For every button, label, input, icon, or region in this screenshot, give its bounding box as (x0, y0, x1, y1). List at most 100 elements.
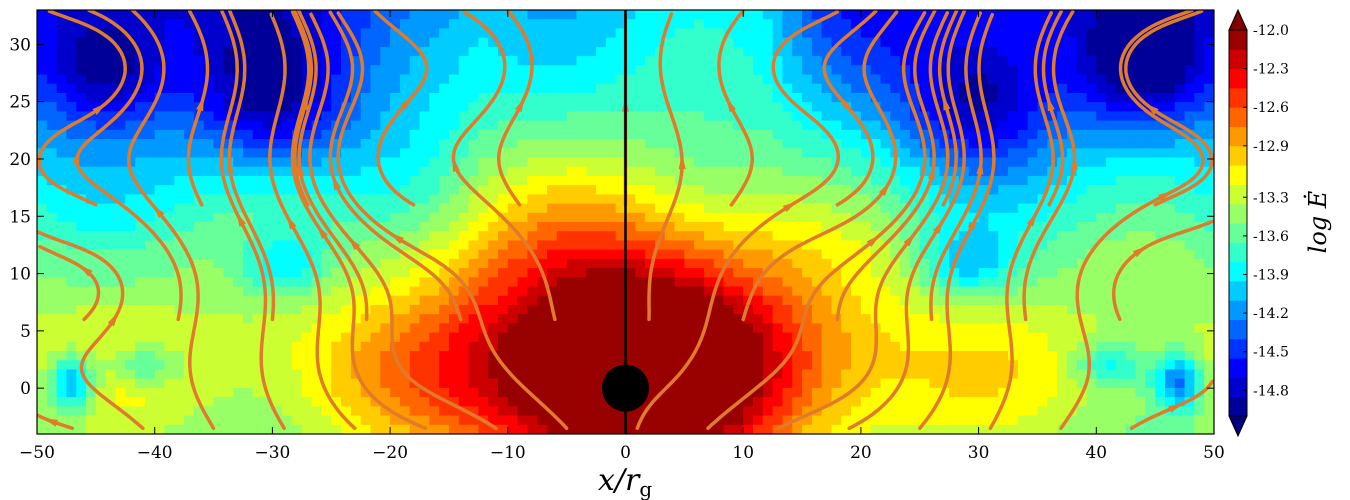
heatmap-cell (331, 83, 342, 94)
heatmap-cell (1086, 28, 1097, 39)
heatmap-cell (1164, 249, 1176, 260)
heatmap-cell (1115, 258, 1127, 269)
heatmap-cell (1135, 74, 1146, 85)
heatmap-cell (958, 231, 970, 242)
heatmap-cell (625, 185, 636, 195)
heatmap-cell (841, 92, 852, 103)
heatmap-cell (753, 323, 764, 334)
heatmap-cell (654, 314, 666, 324)
heatmap-cell (213, 249, 224, 260)
heatmap-cell (1096, 277, 1107, 288)
heatmap-cell (1037, 83, 1048, 94)
heatmap-cell (95, 222, 107, 232)
heatmap-cell (213, 139, 224, 149)
heatmap-cell (419, 139, 430, 149)
heatmap-cell (292, 360, 303, 371)
heatmap-cell (350, 111, 362, 122)
heatmap-cell (880, 341, 891, 352)
heatmap-cell (1008, 240, 1019, 251)
heatmap-cell (880, 295, 891, 306)
heatmap-cell (1106, 249, 1117, 260)
heatmap-cell (331, 46, 342, 57)
heatmap-cell (998, 65, 1009, 76)
heatmap-cell (184, 277, 195, 288)
heatmap-cell (478, 286, 489, 297)
heatmap-cell (880, 56, 891, 66)
heatmap-cell (978, 175, 990, 186)
heatmap-cell (1194, 37, 1205, 48)
heatmap-cell (1066, 28, 1078, 39)
heatmap-cell (252, 120, 264, 131)
heatmap-cell (625, 120, 636, 131)
heatmap-cell (674, 46, 685, 57)
heatmap-cell (870, 148, 882, 159)
heatmap-cell (703, 231, 715, 242)
heatmap-cell (1125, 360, 1137, 371)
heatmap-cell (203, 360, 215, 371)
heatmap-cell (576, 166, 587, 177)
heatmap-cell (174, 378, 185, 389)
heatmap-cell (370, 185, 381, 195)
heatmap-cell (242, 194, 254, 205)
heatmap-cell (625, 37, 636, 48)
heatmap-cell (1155, 332, 1166, 343)
heatmap-cell (409, 203, 421, 214)
heatmap-cell (37, 295, 48, 306)
heatmap-cell (399, 166, 411, 177)
heatmap-cell (1017, 157, 1029, 168)
heatmap-cell (841, 148, 852, 159)
heatmap-cell (958, 277, 970, 288)
heatmap-cell (439, 74, 450, 85)
heatmap-cell (1194, 157, 1205, 168)
heatmap-cell (703, 341, 715, 352)
heatmap-cell (341, 286, 352, 297)
heatmap-cell (468, 212, 479, 223)
heatmap-cell (1204, 332, 1214, 343)
heatmap-cell (331, 129, 342, 140)
heatmap-cell (262, 46, 273, 57)
heatmap-cell (1145, 111, 1156, 122)
heatmap-cell (674, 37, 685, 48)
heatmap-cell (547, 323, 558, 334)
heatmap-cell (360, 194, 372, 205)
heatmap-cell (76, 185, 87, 195)
heatmap-cell (174, 360, 185, 371)
heatmap-cell (174, 74, 185, 85)
heatmap-cell (1066, 185, 1078, 195)
heatmap-cell (1174, 222, 1186, 232)
heatmap-cell (66, 360, 77, 371)
heatmap-cell (723, 360, 734, 371)
heatmap-cell (174, 249, 185, 260)
heatmap-cell (1174, 369, 1186, 380)
heatmap-cell (870, 28, 882, 39)
heatmap-cell (458, 37, 470, 48)
heatmap-cell (46, 387, 58, 398)
heatmap-cell (841, 351, 852, 361)
heatmap-cell (556, 19, 568, 30)
heatmap-cell (645, 378, 656, 389)
heatmap-cell (900, 277, 911, 288)
heatmap-cell (213, 157, 224, 168)
heatmap-cell (1027, 19, 1039, 30)
heatmap-cell (488, 56, 499, 66)
heatmap-cell (448, 378, 460, 389)
heatmap-cell (1174, 194, 1186, 205)
heatmap-cell (468, 37, 479, 48)
heatmap-cell (1125, 332, 1137, 343)
heatmap-cell (86, 360, 97, 371)
heatmap-cell (76, 387, 87, 398)
heatmap-cell (1106, 194, 1117, 205)
heatmap-cell (615, 277, 627, 288)
heatmap-cell (1017, 212, 1029, 223)
heatmap-cell (37, 194, 48, 205)
heatmap-cell (282, 46, 293, 57)
heatmap-cell (615, 129, 627, 140)
heatmap-cell (547, 148, 558, 159)
heatmap-cell (233, 387, 244, 398)
heatmap-cell (723, 295, 734, 306)
heatmap-cell (743, 222, 754, 232)
heatmap-cell (1174, 74, 1186, 85)
heatmap-cell (1204, 258, 1214, 269)
heatmap-cell (321, 360, 332, 371)
heatmap-cell (1204, 28, 1214, 39)
